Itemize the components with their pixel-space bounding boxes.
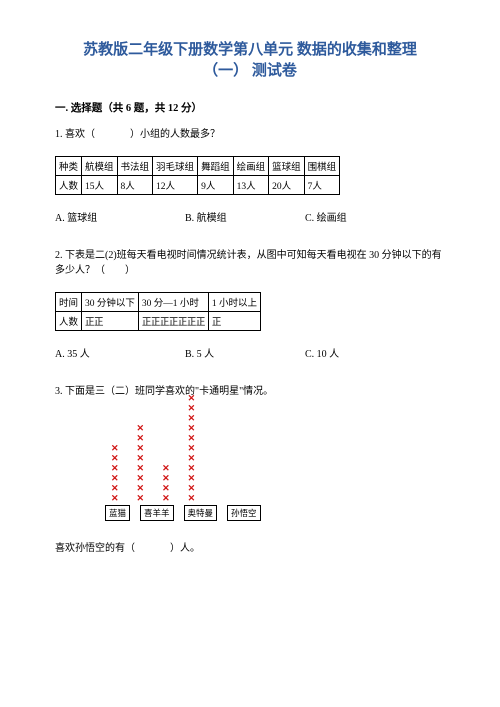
q2-d3: 正 bbox=[208, 312, 260, 331]
chart-mark: ✕ bbox=[137, 434, 145, 443]
q3-footer-blank bbox=[138, 539, 168, 554]
q2-table-row-data: 人数 正正 正正正正正正正 正 bbox=[56, 312, 261, 331]
q1-table: 种类 航模组 书法组 羽毛球组 舞蹈组 绘画组 篮球组 围棋组 人数 15人 8… bbox=[55, 156, 340, 195]
chart-mark: ✕ bbox=[111, 474, 119, 483]
chart-mark: ✕ bbox=[162, 484, 170, 493]
q3-footer: 喜欢孙悟空的有（ ）人。 bbox=[55, 539, 445, 554]
q1-d2: 8人 bbox=[117, 176, 153, 195]
q2-option-c: C. 10 人 bbox=[305, 349, 339, 360]
q1-options: A. 篮球组 B. 航模组 C. 绘画组 bbox=[55, 209, 445, 224]
chart-mark: ✕ bbox=[188, 434, 196, 443]
q3-footer-suffix: ）人。 bbox=[170, 543, 200, 554]
q1-text: 1. 喜欢（ ）小组的人数最多？ bbox=[55, 127, 445, 142]
page-title: 苏教版二年级下册数学第八单元 数据的收集和整理 （一） 测试卷 bbox=[55, 40, 445, 82]
chart-column-1: ✕✕✕✕✕✕✕✕ bbox=[137, 424, 145, 503]
chart-mark: ✕ bbox=[137, 494, 145, 503]
q1-option-c: C. 绘画组 bbox=[305, 213, 347, 224]
q1-h7: 围棋组 bbox=[304, 157, 340, 176]
q1-d1: 15人 bbox=[82, 176, 118, 195]
q2-option-a: A. 35 人 bbox=[55, 349, 90, 360]
q2-h1: 30 分钟以下 bbox=[82, 293, 139, 312]
chart-mark: ✕ bbox=[188, 464, 196, 473]
title-line-2: （一） 测试卷 bbox=[55, 61, 445, 82]
chart-mark: ✕ bbox=[137, 424, 145, 433]
q1-table-row-header: 种类 航模组 书法组 羽毛球组 舞蹈组 绘画组 篮球组 围棋组 bbox=[56, 157, 340, 176]
q2-option-b: B. 5 人 bbox=[185, 349, 214, 360]
q2-d0: 人数 bbox=[56, 312, 82, 331]
q1-option-b: B. 航模组 bbox=[185, 213, 227, 224]
q2-options: A. 35 人 B. 5 人 C. 10 人 bbox=[55, 345, 445, 360]
q1-h0: 种类 bbox=[56, 157, 82, 176]
chart-mark: ✕ bbox=[111, 484, 119, 493]
chart-label-1: 喜羊羊 bbox=[140, 505, 174, 521]
chart-mark: ✕ bbox=[162, 494, 170, 503]
chart-label-0: 蓝猫 bbox=[105, 505, 130, 521]
chart-label-2: 奥特曼 bbox=[184, 505, 218, 521]
q1-d7: 7人 bbox=[304, 176, 340, 195]
q1-option-a: A. 篮球组 bbox=[55, 213, 97, 224]
q2-h2: 30 分—1 小时 bbox=[138, 293, 208, 312]
q1-d4: 9人 bbox=[198, 176, 234, 195]
q3-text: 3. 下面是三（二）班同学喜欢的"卡通明星"情况。 bbox=[55, 384, 445, 399]
chart-mark: ✕ bbox=[162, 464, 170, 473]
q1-d6: 20人 bbox=[269, 176, 305, 195]
chart-mark: ✕ bbox=[137, 484, 145, 493]
chart-mark: ✕ bbox=[137, 474, 145, 483]
chart-area: ✕✕✕✕✕✕✕✕✕✕✕✕✕✕✕✕✕✕✕✕✕✕✕✕✕✕✕✕✕ bbox=[105, 413, 445, 503]
q2-d1: 正正 bbox=[82, 312, 139, 331]
chart-mark: ✕ bbox=[188, 414, 196, 423]
q1-d3: 12人 bbox=[153, 176, 198, 195]
q1-h3: 羽毛球组 bbox=[153, 157, 198, 176]
q1-d5: 13人 bbox=[233, 176, 269, 195]
q2-table-row-header: 时间 30 分钟以下 30 分—1 小时 1 小时以上 bbox=[56, 293, 261, 312]
chart-mark: ✕ bbox=[137, 464, 145, 473]
chart-mark: ✕ bbox=[111, 454, 119, 463]
chart-mark: ✕ bbox=[188, 474, 196, 483]
chart-column-0: ✕✕✕✕✕✕ bbox=[111, 444, 119, 503]
q2-h0: 时间 bbox=[56, 293, 82, 312]
q3-footer-prefix: 喜欢孙悟空的有（ bbox=[55, 543, 135, 554]
chart-mark: ✕ bbox=[188, 494, 196, 503]
chart-mark: ✕ bbox=[188, 454, 196, 463]
q1-table-row-data: 人数 15人 8人 12人 9人 13人 20人 7人 bbox=[56, 176, 340, 195]
chart-column-2: ✕✕✕✕ bbox=[162, 464, 170, 503]
q1-h2: 书法组 bbox=[117, 157, 153, 176]
q1-suffix: ）小组的人数最多？ bbox=[130, 129, 220, 140]
q2-text: 2. 下表是二(2)班每天看电视时间情况统计表，从图中可知每天看电视在 30 分… bbox=[55, 248, 445, 278]
chart-mark: ✕ bbox=[188, 404, 196, 413]
chart-mark: ✕ bbox=[188, 424, 196, 433]
q2-h3: 1 小时以上 bbox=[208, 293, 260, 312]
chart-mark: ✕ bbox=[137, 444, 145, 453]
chart-mark: ✕ bbox=[111, 444, 119, 453]
chart-mark: ✕ bbox=[162, 474, 170, 483]
q1-prefix: 1. 喜欢（ bbox=[55, 129, 95, 140]
q1-h6: 篮球组 bbox=[269, 157, 305, 176]
chart-mark: ✕ bbox=[137, 454, 145, 463]
q2-table: 时间 30 分钟以下 30 分—1 小时 1 小时以上 人数 正正 正正正正正正… bbox=[55, 292, 261, 331]
q1-h1: 航模组 bbox=[82, 157, 118, 176]
chart-mark: ✕ bbox=[111, 494, 119, 503]
chart-labels-row: 蓝猫 喜羊羊 奥特曼 孙悟空 bbox=[105, 505, 445, 521]
chart-mark: ✕ bbox=[111, 464, 119, 473]
q1-h5: 绘画组 bbox=[233, 157, 269, 176]
chart-column-3: ✕✕✕✕✕✕✕✕✕✕✕ bbox=[188, 394, 196, 503]
chart-mark: ✕ bbox=[188, 394, 196, 403]
q2-d2: 正正正正正正正 bbox=[138, 312, 208, 331]
q1-h4: 舞蹈组 bbox=[198, 157, 234, 176]
q1-d0: 人数 bbox=[56, 176, 82, 195]
section-1-header: 一. 选择题（共 6 题，共 12 分） bbox=[55, 100, 445, 115]
q3-chart: ✕✕✕✕✕✕✕✕✕✕✕✕✕✕✕✕✕✕✕✕✕✕✕✕✕✕✕✕✕ 蓝猫 喜羊羊 奥特曼… bbox=[105, 413, 445, 521]
q1-blank bbox=[98, 127, 128, 142]
chart-mark: ✕ bbox=[188, 484, 196, 493]
chart-mark: ✕ bbox=[188, 444, 196, 453]
chart-label-3: 孙悟空 bbox=[227, 505, 261, 521]
title-line-1: 苏教版二年级下册数学第八单元 数据的收集和整理 bbox=[55, 40, 445, 61]
